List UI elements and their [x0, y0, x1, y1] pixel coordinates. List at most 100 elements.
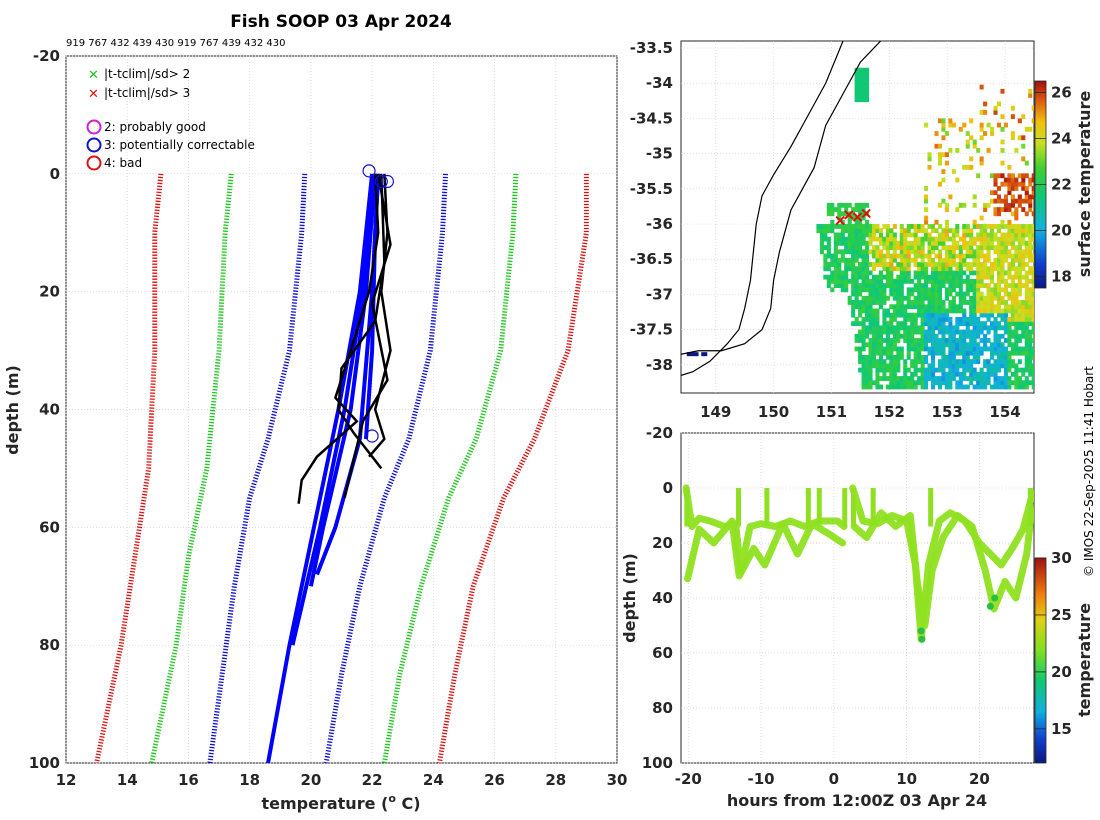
- sst-pixel: [840, 202, 845, 208]
- sst-pixel: [927, 346, 932, 352]
- sst-pixel: [996, 325, 1002, 331]
- sst-pixel: [934, 342, 939, 348]
- sst-pixel: [962, 308, 967, 314]
- sst-pixel: [986, 338, 991, 343]
- sst-pixel: [948, 376, 953, 381]
- td-x-tick-label: 0: [829, 770, 839, 788]
- td-x-tick-label: 20: [969, 770, 990, 788]
- sst-pixel: [1007, 325, 1012, 331]
- sst-pixel: [996, 101, 1002, 107]
- sst-pixel: [871, 262, 877, 267]
- sst-pixel: [851, 232, 856, 238]
- sst-pixel: [941, 245, 946, 250]
- sst-pixel: [1028, 295, 1033, 301]
- sst-pixel: [917, 380, 922, 386]
- y-tick-label: 100: [29, 754, 60, 772]
- sst-pixel: [990, 384, 995, 390]
- sst-pixel: [1014, 342, 1019, 348]
- sst-pixel: [920, 321, 925, 327]
- sst-pixel: [983, 359, 988, 365]
- sst-pixel: [969, 376, 974, 381]
- sst-pixel: [854, 202, 859, 208]
- sst-pixel: [934, 300, 939, 305]
- sst-pixel: [986, 253, 991, 259]
- sst-pixel: [913, 224, 918, 229]
- sst-pixel: [892, 354, 897, 360]
- sst-pixel: [896, 380, 901, 386]
- sst-pixel: [868, 228, 873, 234]
- sst-pixel: [892, 253, 897, 259]
- sst-pixel: [875, 228, 880, 234]
- sst-pixel: [889, 291, 894, 297]
- sst-pixel: [823, 224, 828, 229]
- sst-pixel: [1003, 253, 1008, 259]
- sst-pixel: [906, 304, 911, 310]
- sst-pixel: [948, 329, 953, 335]
- sst-pixel: [875, 325, 880, 331]
- sst-pixel-cold: [701, 352, 708, 357]
- sst-pixel: [885, 278, 890, 284]
- sst-pixel: [944, 371, 949, 377]
- sst-pixel: [941, 228, 946, 234]
- sst-pixel: [934, 278, 939, 284]
- sst-pixel: [1031, 329, 1034, 335]
- sst-pixel: [948, 359, 953, 365]
- sst-pixel: [976, 346, 981, 352]
- sst-pixel: [986, 329, 991, 335]
- sst-pixel: [910, 363, 915, 369]
- sst-pixel: [833, 253, 838, 259]
- sst-pixel: [899, 308, 904, 314]
- sst-pixel: [941, 257, 946, 263]
- sst-pixel: [937, 384, 943, 390]
- sst-pixel: [972, 367, 977, 373]
- sst-pixel: [1000, 181, 1005, 187]
- sst-pixel: [1017, 384, 1022, 390]
- sst-pixel: [840, 240, 845, 246]
- sst-pixel: [868, 270, 873, 276]
- sst-pixel: [854, 321, 859, 327]
- sst-pixel: [892, 367, 897, 373]
- sst-pixel: [1007, 333, 1012, 339]
- sst-pixel: [917, 304, 922, 310]
- sst-pixel: [889, 304, 894, 310]
- sst-pixel: [1024, 274, 1029, 280]
- sst-pixel: [1017, 266, 1022, 272]
- sst-pixel: [858, 245, 863, 250]
- sst-pixel: [996, 333, 1002, 339]
- sst-pixel: [882, 245, 887, 250]
- sst-pixel: [1017, 359, 1022, 365]
- y-tick-label: 40: [39, 401, 60, 419]
- sst-pixel: [844, 249, 849, 255]
- sst-pixel: [972, 143, 977, 149]
- sst-pixel: [955, 329, 960, 335]
- sst-pixel: [878, 249, 883, 255]
- sst-pixel: [833, 274, 838, 280]
- sst-pixel: [976, 266, 981, 272]
- sst-pixel: [996, 224, 1002, 229]
- sst-pixel: [927, 152, 932, 158]
- sst-pixel: [910, 342, 915, 348]
- sst-pixel: [903, 245, 908, 250]
- sst-pixel: [1003, 338, 1008, 343]
- sst-pixel-cold: [692, 352, 699, 357]
- sst-pixel: [927, 249, 932, 255]
- sst-pixel: [889, 253, 894, 259]
- sst-pixel: [910, 278, 915, 284]
- sst-pixel: [1000, 308, 1005, 314]
- sst-pixel: [833, 249, 838, 255]
- sst-pixel: [913, 329, 918, 335]
- sst-pixel: [878, 346, 883, 352]
- sst-pixel: [934, 350, 939, 356]
- sst-pixel: [847, 215, 852, 221]
- td-y-tick-label: -20: [646, 424, 673, 442]
- sst-pixel: [958, 283, 963, 288]
- sst-pixel: [913, 287, 918, 293]
- sst-pixel: [851, 240, 856, 246]
- sst-pixel: [937, 304, 943, 310]
- sst-pixel: [1031, 232, 1034, 238]
- sst-pixel: [930, 384, 936, 390]
- map-sst-field: [686, 67, 1034, 390]
- sst-pixel: [976, 283, 981, 288]
- time-depth-data: [682, 484, 1034, 643]
- sst-pixel: [937, 287, 943, 293]
